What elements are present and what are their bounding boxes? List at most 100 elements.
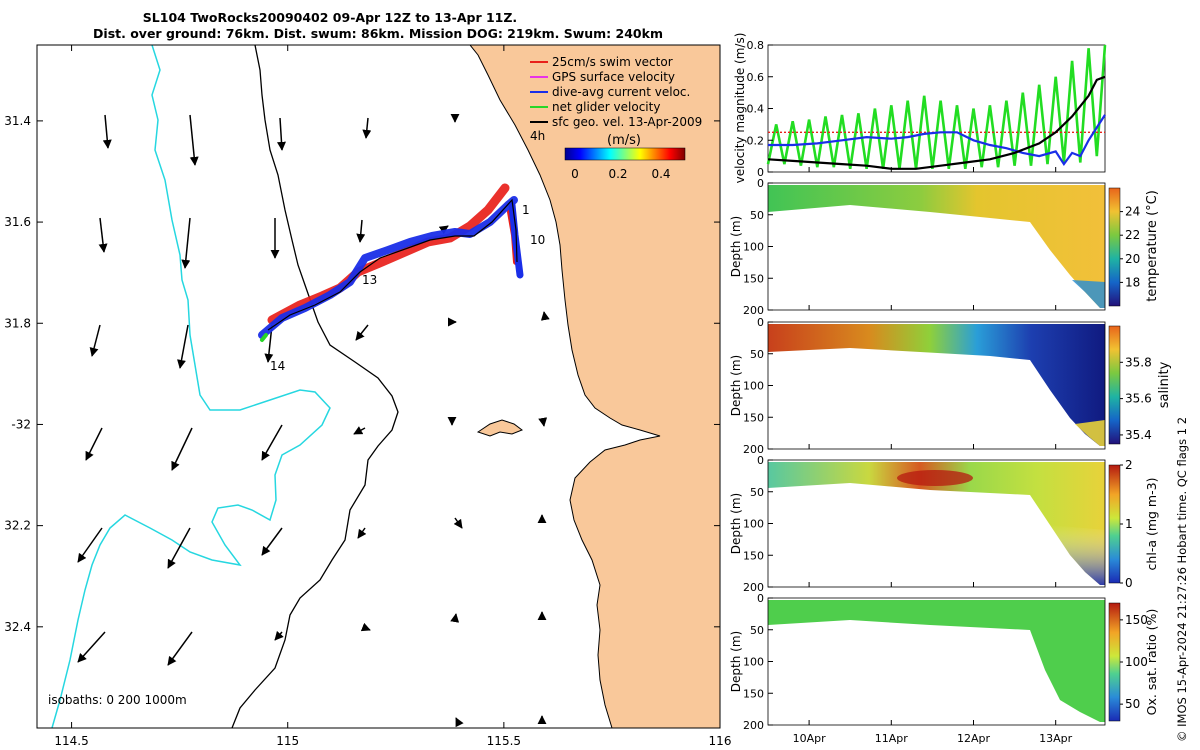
map-ytick-label: 32.2 <box>4 519 31 533</box>
geostrophic-arrow <box>89 324 101 357</box>
current-vectors-blue-2 <box>508 201 524 279</box>
legend-time-scale: 4h <box>530 129 545 143</box>
temperature-field <box>768 185 1105 308</box>
legend-geo: sfc geo. vel. 13-Apr-2009 <box>552 115 702 129</box>
salinity-clabel: salinity <box>1157 361 1172 408</box>
chl-colorbar <box>1108 464 1121 584</box>
oxygen-colorbar <box>1108 602 1121 722</box>
geostrophic-arrow <box>360 622 371 632</box>
temperature-deep-cold <box>1072 280 1105 308</box>
colorbar-tick-label: 1 <box>1125 517 1133 531</box>
velocity-series-line <box>767 75 1106 170</box>
title-line-1: SL104 TwoRocks20090402 09-Apr 12Z to 13-… <box>143 10 517 25</box>
geostrophic-arrow <box>357 527 367 539</box>
depth-ytick-label: 50 <box>750 486 764 499</box>
velocity-ytick-label: 0.8 <box>747 39 765 52</box>
colorbar-tick-label: 50 <box>1125 697 1140 711</box>
geostrophic-arrow <box>453 517 463 529</box>
speed-colorbar-tick-0: 0 <box>571 167 579 181</box>
glider-track <box>258 183 524 342</box>
depth-ylabel: Depth (m) <box>729 493 743 554</box>
legend-swim: 25cm/s swim vector <box>552 55 673 69</box>
depth-ytick-label: 100 <box>743 380 764 393</box>
geostrophic-arrow <box>102 114 112 149</box>
depth-ytick-label: 50 <box>750 209 764 222</box>
depth-ylabel: Depth (m) <box>729 216 743 277</box>
geostrophic-arrow <box>540 311 550 321</box>
isobaths-note: isobaths: 0 200 1000m <box>48 693 187 707</box>
chl-maximum-patch <box>897 470 973 486</box>
map-xtick-label: 116 <box>709 734 732 748</box>
depth-ytick-label: 0 <box>757 454 764 467</box>
depth-ytick-label: 100 <box>743 656 764 669</box>
geostrophic-arrow <box>450 613 460 623</box>
geostrophic-arrow <box>353 426 366 435</box>
geostrophic-arrow <box>438 225 449 235</box>
geostrophic-arrow <box>181 217 191 269</box>
oxygen-clabel: Ox. sat. ratio (%) <box>1144 609 1159 716</box>
depth-ytick-label: 100 <box>743 241 764 254</box>
velocity-panel: 0 0.2 0.4 0.6 0.8 velocity magnitude (m/s) <box>733 33 1107 183</box>
geostrophic-arrow <box>261 527 283 556</box>
geostrophic-arrow <box>167 631 193 666</box>
track-label-day-10: 10 <box>530 233 545 247</box>
colorbar-tick-label: 2 <box>1125 458 1133 472</box>
colorbar-tick-label: 20 <box>1125 252 1140 266</box>
geostrophic-arrow <box>171 427 193 471</box>
map-ytick-label: -32 <box>11 417 31 431</box>
speed-colorbar-tick-02: 0.2 <box>608 167 627 181</box>
geostrophic-arrow <box>538 417 548 427</box>
depth-ytick-label: 50 <box>750 348 764 361</box>
time-xtick-label: 11Apr <box>875 732 909 745</box>
track-label-day-1: 1 <box>522 203 530 217</box>
depth-ytick-label: 0 <box>757 177 764 190</box>
colorbar-tick-label: 35.8 <box>1125 355 1152 369</box>
depth-ytick-label: 150 <box>743 549 764 562</box>
credit-text: © IMOS 15-Apr-2024 21:27:26 Hobart time.… <box>1175 417 1189 742</box>
geostrophic-arrow <box>355 324 369 341</box>
depth-ytick-label: 0 <box>757 316 764 329</box>
velocity-series <box>766 44 1107 170</box>
salinity-colorbar <box>1108 325 1121 445</box>
temperature-panel: temperature (°C) <box>767 182 1160 311</box>
legend-current: dive-avg current veloc. <box>552 85 690 99</box>
map-ytick-label: 32.4 <box>4 620 31 634</box>
velocity-ytick-label: 0.2 <box>747 134 765 147</box>
salinity-deep-high <box>1075 420 1105 446</box>
depth-ylabel: Depth (m) <box>729 631 743 692</box>
map-frame <box>36 44 721 729</box>
speed-colorbar-tick-04: 0.4 <box>651 167 670 181</box>
depth-ylabel: Depth (m) <box>729 355 743 416</box>
map-legend: 25cm/s swim vector GPS surface velocity … <box>530 55 702 181</box>
velocity-ytick-label: 0.4 <box>747 103 765 116</box>
salinity-panel: salinity <box>767 321 1172 450</box>
geostrophic-arrow <box>274 630 284 641</box>
velocity-series-line <box>766 44 1107 169</box>
velocity-ticks: 0 0.2 0.4 0.6 0.8 <box>747 39 773 179</box>
velocity-ytick-label: 0.6 <box>747 71 765 84</box>
depth-ytick-label: 200 <box>743 581 764 594</box>
legend-gps: GPS surface velocity <box>552 70 675 84</box>
geostrophic-arrow <box>455 717 464 728</box>
chl-panel: chl-a (mg m-3) <box>767 459 1159 588</box>
colorbar-tick-label: 35.6 <box>1125 392 1152 406</box>
time-xtick-label: 10Apr <box>793 732 827 745</box>
map-ticks: 114.5 115 115.5 116 31.4 31.6 31.8 -32 32.2 32.4 <box>4 45 731 748</box>
depth-ytick-label: 150 <box>743 272 764 285</box>
depth-ytick-label: 200 <box>743 719 764 732</box>
colorbar-tick-label: 100 <box>1125 655 1148 669</box>
current-vectors-blue <box>258 196 518 339</box>
map-ytick-label: 31.6 <box>4 215 31 229</box>
track-label-day-14: 14 <box>270 359 285 373</box>
isobath-1000m <box>51 45 331 728</box>
time-xtick-label: 12Apr <box>957 732 991 745</box>
salinity-field <box>768 324 1105 446</box>
temperature-colorbar <box>1108 187 1121 307</box>
geostrophic-arrow <box>277 117 286 151</box>
track-label-day-13: 13 <box>362 273 377 287</box>
geostrophic-arrow <box>77 527 103 563</box>
geostrophic-arrow <box>261 424 283 461</box>
depth-ytick-label: 150 <box>743 411 764 424</box>
